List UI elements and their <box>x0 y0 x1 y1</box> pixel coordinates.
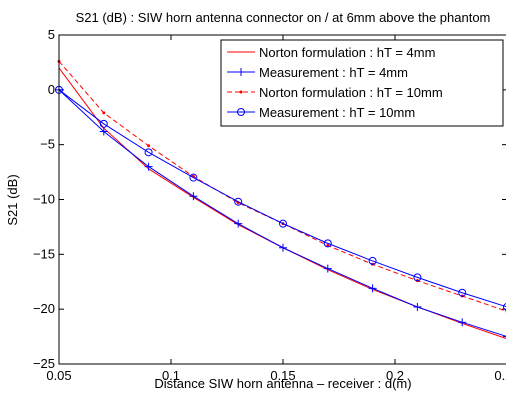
circle-marker <box>234 197 243 206</box>
series-4 <box>55 85 506 311</box>
chart-title: S21 (dB) : SIW horn antenna connector on… <box>76 10 491 25</box>
plus-marker <box>368 284 377 293</box>
dot-marker <box>326 244 330 248</box>
legend-label: Norton formulation : hT = 10mm <box>259 85 443 100</box>
circle-marker <box>189 173 198 182</box>
legend-entry: Norton formulation : hT = 4mm <box>227 45 435 60</box>
legend: Norton formulation : hT = 4mm Measurement… <box>220 39 504 127</box>
circle-marker <box>323 239 332 248</box>
plus-marker <box>503 336 506 338</box>
circle-marker <box>413 273 422 282</box>
circle-marker <box>99 119 108 128</box>
circle-marker <box>368 256 377 265</box>
plus-marker <box>237 68 245 76</box>
y-tick-label: 0 <box>48 82 55 97</box>
y-axis-label: S21 (dB) <box>5 174 20 225</box>
legend-label: Measurement : hT = 10mm <box>259 105 415 120</box>
y-tick-label: −25 <box>33 356 55 371</box>
plus-marker <box>234 219 243 228</box>
x-tick-label: 0.2 <box>386 368 404 383</box>
plus-marker <box>458 318 467 327</box>
x-axis-label: Distance SIW horn antenna – receiver : d… <box>154 376 411 391</box>
circle-marker <box>503 303 506 311</box>
legend-entry: Measurement : hT = 10mm <box>227 105 415 120</box>
legend-label: Norton formulation : hT = 4mm <box>259 45 435 60</box>
plus-marker <box>144 162 153 171</box>
plus-marker <box>189 192 198 201</box>
circle-marker <box>458 288 467 297</box>
circle-marker <box>237 108 245 116</box>
legend-label: Measurement : hT = 4mm <box>259 65 408 80</box>
y-tick-label: −10 <box>33 192 55 207</box>
plus-marker <box>99 127 108 136</box>
circle-marker <box>144 148 153 157</box>
plus-marker <box>323 264 332 273</box>
circle-marker <box>279 219 287 228</box>
x-tick-label: 0.1 <box>162 368 180 383</box>
legend-entry: Norton formulation : hT = 10mm <box>227 85 443 100</box>
y-tick-label: 5 <box>48 27 55 42</box>
dot-marker <box>102 111 106 115</box>
plus-marker <box>279 243 287 252</box>
series-line <box>58 89 506 308</box>
x-tick-label: 0.05 <box>46 368 71 383</box>
x-tick-label: 0.15 <box>270 368 295 383</box>
axis-ticks: 0.05 0.1 0.15 0.2 0.25 5 0 −5 −10 −15 −20 −25 <box>33 27 506 383</box>
plus-marker <box>413 302 422 311</box>
legend-box <box>220 39 504 127</box>
y-tick-label: −15 <box>33 246 55 261</box>
series-line <box>58 60 506 312</box>
series-layer <box>55 59 506 339</box>
x-tick-label: 0.25 <box>494 368 506 383</box>
y-tick-label: −5 <box>40 137 55 152</box>
dot-marker <box>147 144 151 148</box>
legend-entry: Measurement : hT = 4mm <box>227 65 408 80</box>
dot-marker <box>239 90 243 94</box>
y-tick-label: −20 <box>33 301 55 316</box>
plot-frame <box>58 34 506 365</box>
